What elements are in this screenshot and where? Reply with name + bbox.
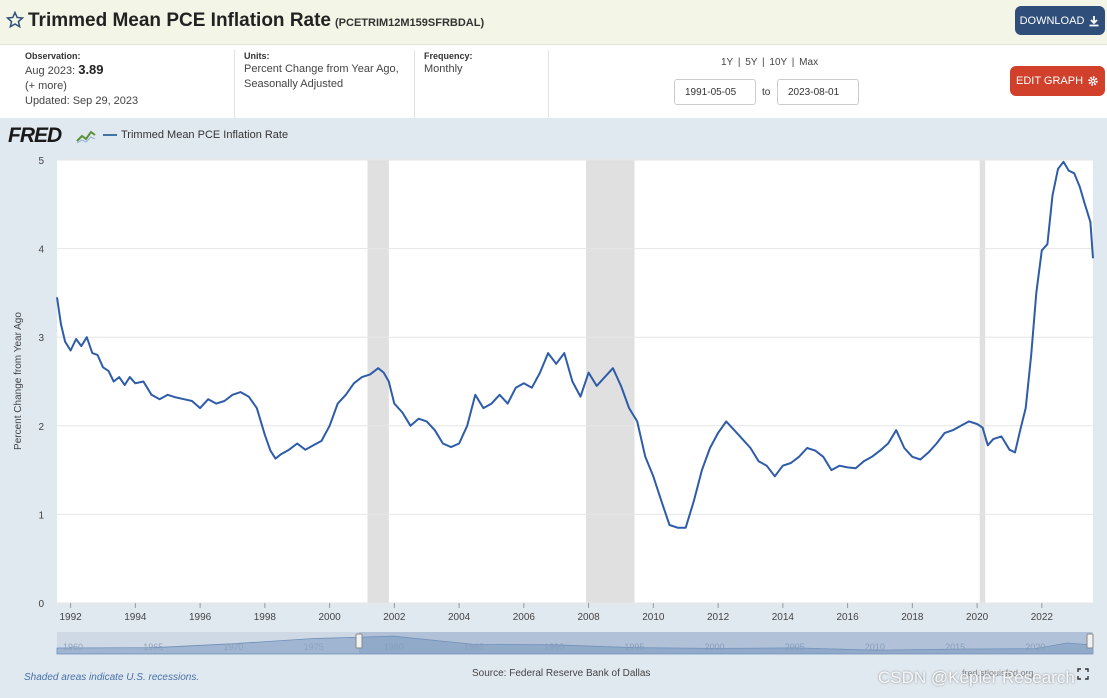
observation-label: Observation: (25, 51, 81, 61)
edit-graph-button[interactable]: EDIT GRAPH (1010, 66, 1105, 96)
x-tick-label: 2006 (513, 612, 536, 623)
navigator-label: 1975 (304, 642, 324, 652)
y-tick-label: 2 (38, 422, 44, 433)
edit-graph-label: EDIT GRAPH (1015, 75, 1084, 87)
observation-period: Aug 2023: (25, 65, 76, 77)
x-tick-label: 2016 (836, 612, 859, 623)
navigator-label: 2015 (945, 642, 965, 652)
range-navigator[interactable]: 1960 1965 1970 1975 1980 1985 1990 1995 2000 2005… (56, 632, 1094, 655)
x-tick-label: 2012 (707, 612, 730, 623)
recession-band (367, 160, 389, 603)
x-tick-label: 1996 (189, 612, 212, 623)
navigator-label: 2000 (705, 642, 725, 652)
y-tick-label: 5 (38, 156, 44, 167)
navigator-labels: 1960 1965 1970 1975 1980 1985 1990 1995 2000 2005… (63, 642, 1045, 652)
fred-logo: FRED (8, 124, 62, 147)
navigator-label: 1980 (384, 642, 404, 652)
divider (234, 50, 235, 118)
divider (548, 50, 549, 118)
y-tick-label: 0 (38, 599, 44, 610)
x-tick-label: 1992 (59, 612, 82, 623)
x-axis-ticks: 1992 1994 1996 1998 2000 2002 2004 2006 2008 2010… (59, 603, 1053, 623)
start-date-input[interactable]: 1991-05-05 (674, 79, 756, 105)
divider (414, 50, 415, 118)
range-links[interactable]: 1Y | 5Y | 10Y | Max (721, 57, 819, 68)
units-line-2: Seasonally Adjusted (244, 78, 344, 90)
units-label: Units: (244, 51, 270, 61)
download-button[interactable]: DOWNLOAD (1015, 6, 1105, 35)
recession-band (979, 160, 986, 603)
navigator-label: 1970 (223, 642, 243, 652)
end-date-input[interactable]: 2023-08-01 (777, 79, 859, 105)
navigator-label: 1960 (63, 642, 83, 652)
units-line-1: Percent Change from Year Ago, (244, 63, 399, 75)
x-tick-label: 2018 (901, 612, 924, 623)
expand-icon[interactable] (1077, 668, 1089, 680)
x-tick-label: 2002 (383, 612, 406, 623)
x-tick-label: 2022 (1031, 612, 1054, 623)
navigator-label: 1995 (624, 642, 644, 652)
download-icon (1089, 15, 1099, 26)
more-link[interactable]: (+ more) (25, 80, 67, 92)
navigator-selection[interactable] (359, 632, 1092, 654)
x-tick-label: 2008 (577, 612, 600, 623)
updated-date: Updated: Sep 29, 2023 (25, 95, 139, 107)
title-bar: Trimmed Mean PCE Inflation Rate (PCETRIM1… (0, 0, 1107, 45)
navigator-area (56, 635, 1094, 655)
series-id: (PCETRIM12M159SFRBDAL) (335, 17, 485, 29)
y-axis-label: Percent Change from Year Ago (13, 312, 24, 450)
navigator-label: 2005 (785, 642, 805, 652)
legend-line-marker (103, 134, 117, 136)
navigator-right-handle[interactable] (1086, 633, 1094, 649)
navigator-label: 2020 (1025, 642, 1045, 652)
fred-url[interactable]: fred.stlouisfed.org (962, 668, 1034, 678)
observation-value: 3.89 (78, 62, 104, 77)
frequency-value: Monthly (424, 63, 463, 75)
series-title: Trimmed Mean PCE Inflation Rate (28, 10, 331, 31)
navigator-left-handle[interactable] (355, 633, 363, 649)
star-icon[interactable] (6, 11, 24, 29)
x-tick-label: 2000 (318, 612, 341, 623)
gear-icon (1088, 76, 1098, 86)
y-tick-label: 4 (38, 245, 44, 256)
y-tick-label: 1 (38, 510, 44, 521)
frequency-label: Frequency: (424, 51, 473, 61)
page-title: Trimmed Mean PCE Inflation Rate (PCETRIM1… (28, 10, 484, 32)
gridlines (57, 159, 1093, 604)
source-note: Source: Federal Reserve Bank of Dallas (472, 668, 651, 679)
watermark: CSDN @Kepler Research (878, 668, 1075, 687)
series-line (56, 160, 1094, 529)
recession-note: Shaded areas indicate U.S. recessions. (24, 672, 200, 683)
fred-chart-icon (76, 128, 96, 144)
x-tick-label: 2004 (448, 612, 471, 623)
x-tick-label: 2020 (966, 612, 989, 623)
navigator-label: 1990 (544, 642, 564, 652)
x-tick-label: 1998 (254, 612, 277, 623)
frequency-block: Frequency: Monthly (424, 50, 473, 77)
units-block: Units: Percent Change from Year Ago, Sea… (244, 50, 399, 92)
navigator-label: 2010 (865, 642, 885, 652)
observation-block: Observation: Aug 2023: 3.89 (+ more) Upd… (25, 50, 138, 109)
x-tick-label: 2010 (642, 612, 665, 623)
to-label: to (762, 87, 771, 98)
navigator-label: 1985 (464, 642, 484, 652)
y-tick-label: 3 (38, 333, 44, 344)
x-tick-label: 1994 (124, 612, 147, 623)
legend-label: Trimmed Mean PCE Inflation Rate (121, 129, 289, 141)
plot-background (57, 160, 1093, 603)
download-label: DOWNLOAD (1019, 14, 1085, 27)
y-axis-ticks: 0 1 2 3 4 5 (38, 156, 44, 610)
navigator-label: 1965 (143, 642, 163, 652)
x-tick-label: 2014 (772, 612, 795, 623)
